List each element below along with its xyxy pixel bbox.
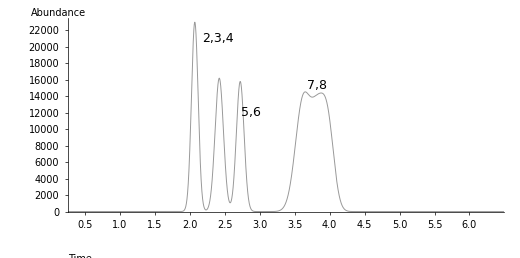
Text: 5,6: 5,6	[241, 106, 261, 119]
Text: 2,3,4: 2,3,4	[202, 32, 234, 45]
Text: Time-
->: Time- ->	[68, 254, 95, 258]
Text: Abundance: Abundance	[31, 8, 86, 18]
Text: 7,8: 7,8	[307, 79, 327, 92]
